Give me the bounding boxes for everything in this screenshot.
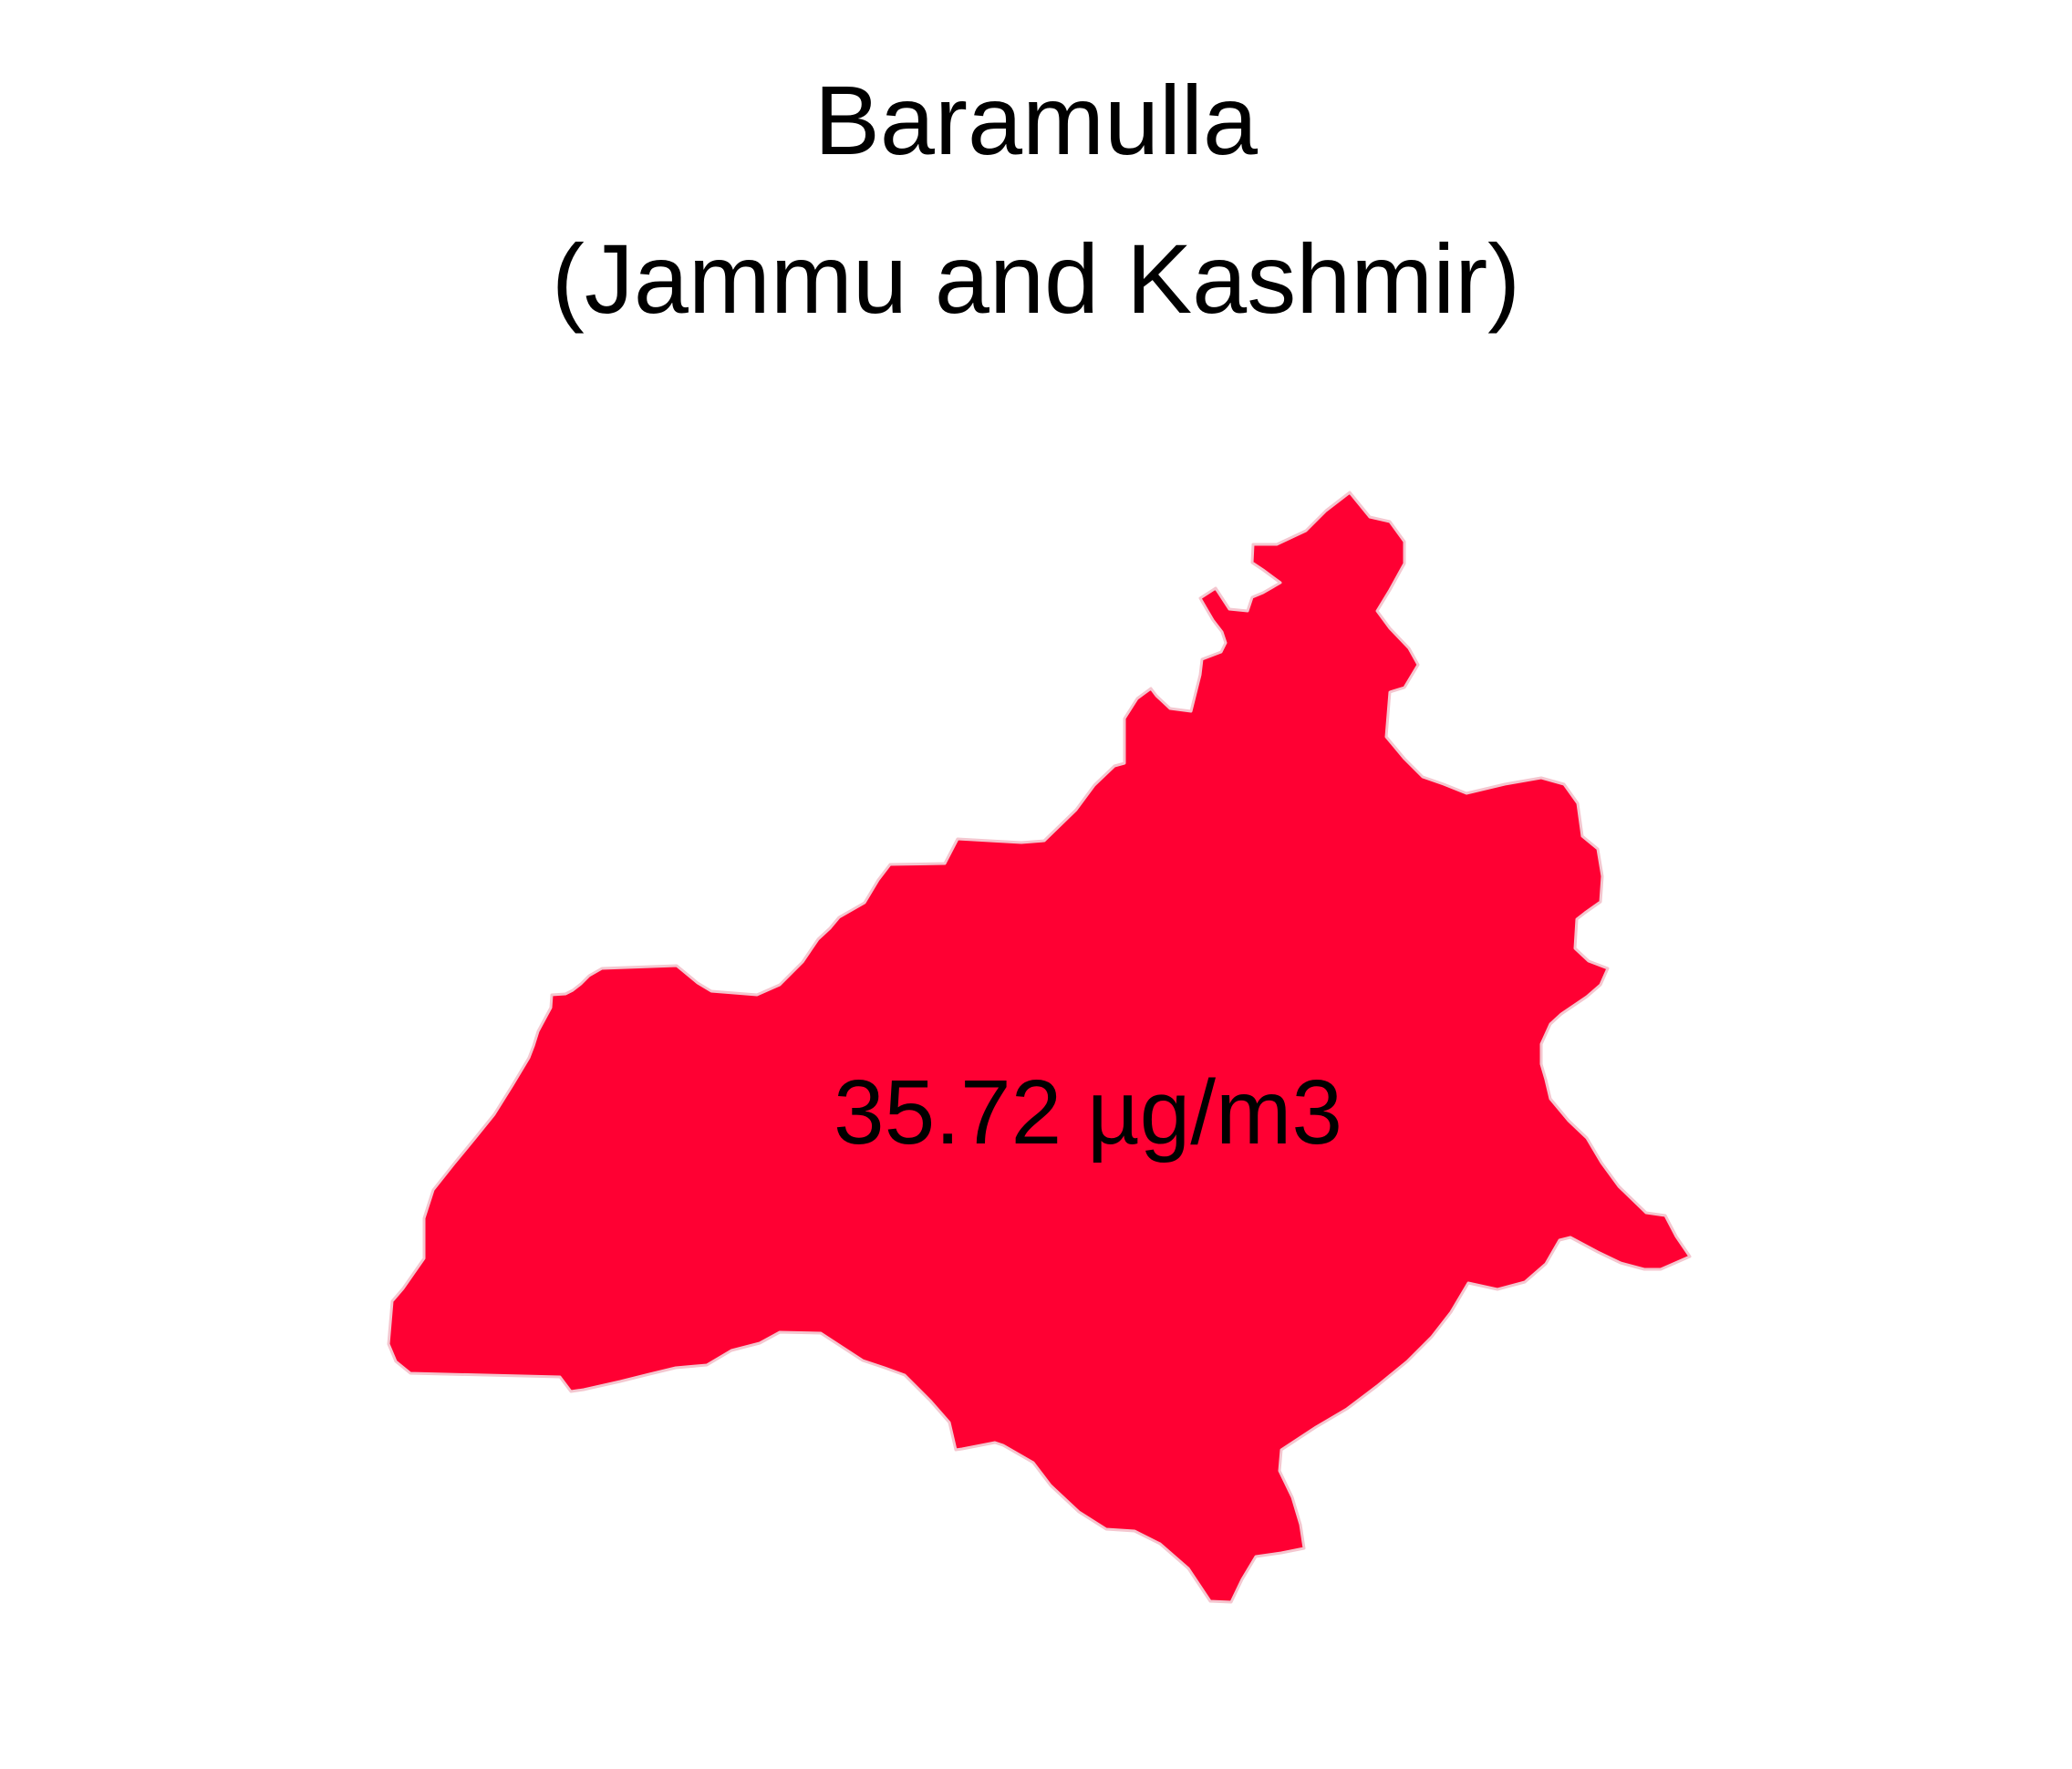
district-region-shape: [387, 491, 1692, 1604]
map-title: Baramulla: [813, 65, 1259, 175]
map-subtitle: (Jammu and Kashmir): [551, 223, 1521, 334]
region-value-label: 35.72 µg/m3: [834, 1061, 1342, 1164]
